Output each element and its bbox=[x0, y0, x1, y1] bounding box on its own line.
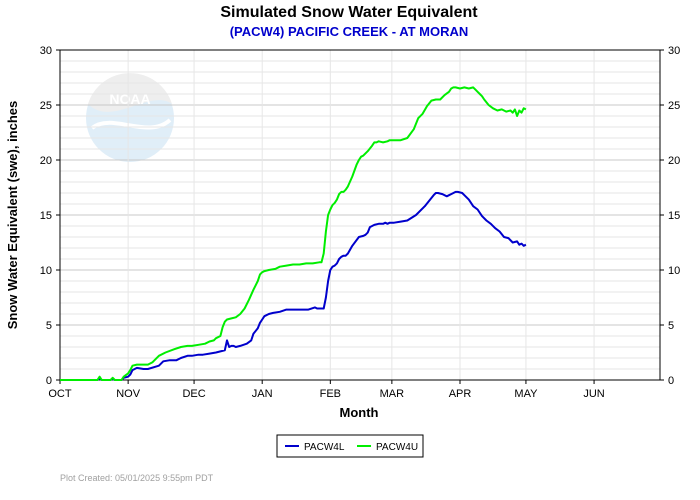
x-tick-label-mar: MAR bbox=[380, 388, 405, 400]
y-tick-label-right: 0 bbox=[668, 375, 674, 387]
x-tick-label-jan: JAN bbox=[252, 388, 273, 400]
chart-subtitle: (PACW4) PACIFIC CREEK - AT MORAN bbox=[230, 24, 469, 39]
y-axis-label: Snow Water Equivalent (swe), inches bbox=[5, 101, 20, 330]
y-tick-label-right: 20 bbox=[668, 155, 680, 167]
y-tick-label-right: 15 bbox=[668, 210, 680, 222]
legend-label-pacw4l: PACW4L bbox=[304, 442, 345, 453]
series-line-pacw4l bbox=[60, 190, 527, 381]
legend-label-pacw4u: PACW4U bbox=[376, 442, 418, 453]
x-tick-label-apr: APR bbox=[449, 388, 472, 400]
y-tick-label-right: 30 bbox=[668, 45, 680, 57]
x-tick-label-dec: DEC bbox=[182, 388, 205, 400]
x-axis-label: Month bbox=[340, 405, 379, 420]
x-tick-label-nov: NOV bbox=[116, 388, 141, 400]
y-tick-label-left: 20 bbox=[40, 155, 52, 167]
chart-series bbox=[60, 86, 527, 381]
y-tick-label-right: 10 bbox=[668, 265, 680, 277]
y-tick-label-right: 5 bbox=[668, 320, 674, 332]
y-tick-label-right: 25 bbox=[668, 100, 680, 112]
series-line-pacw4u bbox=[60, 86, 527, 381]
y-tick-label-left: 5 bbox=[46, 320, 52, 332]
chart-grid bbox=[60, 50, 660, 380]
x-tick-label-jun: JUN bbox=[583, 388, 604, 400]
y-tick-label-left: 15 bbox=[40, 210, 52, 222]
y-tick-label-left: 10 bbox=[40, 265, 52, 277]
chart-axes: 0 0 5 5 10 10 15 15 20 20 25 25 30 30 OCT NOV DEC JAN FEB M… bbox=[40, 45, 681, 400]
x-tick-label-may: MAY bbox=[514, 388, 538, 400]
chart-title: Simulated Snow Water Equivalent bbox=[220, 4, 478, 21]
plot-created-footer: Plot Created: 05/01/2025 9:55pm PDT bbox=[60, 473, 214, 483]
legend: PACW4L PACW4U bbox=[276, 434, 424, 458]
x-tick-label-oct: OCT bbox=[48, 388, 72, 400]
y-tick-label-left: 25 bbox=[40, 100, 52, 112]
x-tick-label-feb: FEB bbox=[320, 388, 341, 400]
noaa-logo-text: NOAA bbox=[109, 91, 150, 107]
y-tick-label-left: 30 bbox=[40, 45, 52, 57]
legend-box bbox=[276, 434, 424, 458]
y-tick-label-left: 0 bbox=[46, 375, 52, 387]
